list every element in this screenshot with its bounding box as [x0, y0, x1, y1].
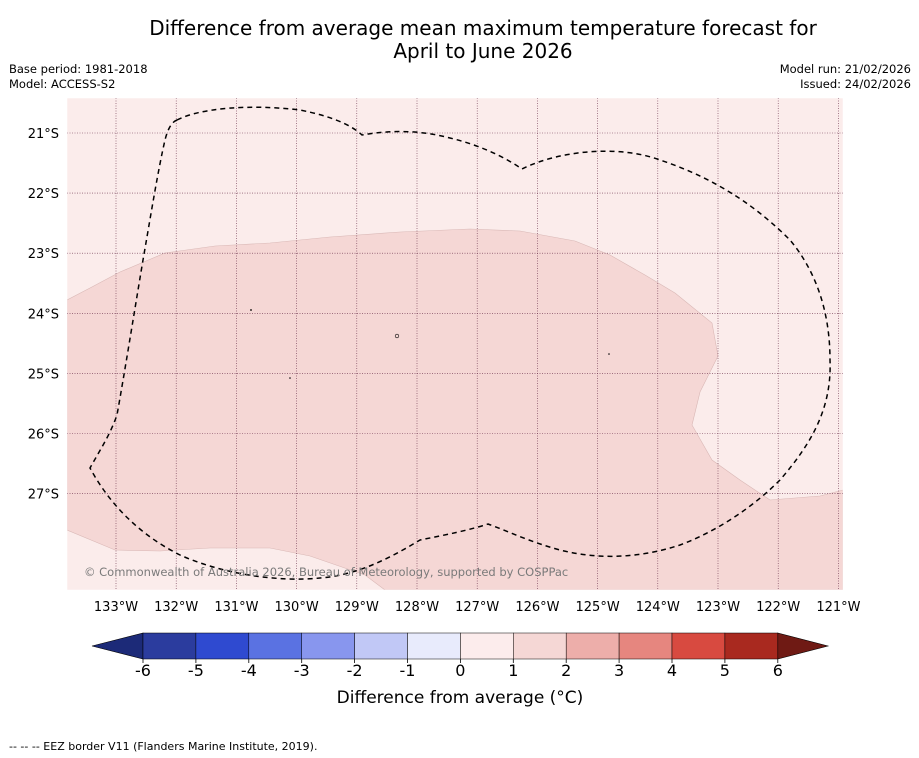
longitude-label: 133°W — [94, 600, 138, 615]
colorbar-swatch — [407, 632, 461, 660]
colorbar-tick-label: -3 — [294, 661, 310, 680]
issued-text: Issued: 24/02/2026 — [800, 77, 911, 91]
eez-footnote: -- -- -- EEZ border V11 (Flanders Marine… — [9, 740, 318, 753]
meta-right: Model run: 21/02/2026 Issued: 24/02/2026 — [780, 62, 911, 92]
colorbar-swatch — [248, 632, 302, 660]
latitude-label: 27°S — [28, 488, 59, 503]
colorbar-swatch — [142, 632, 197, 660]
latitude-labels: 21°S 22°S 23°S 24°S 25°S 26°S 27°S — [28, 127, 59, 503]
latitude-label: 25°S — [28, 367, 59, 382]
colorbar-extend-low — [91, 632, 144, 660]
colorbar-swatch — [460, 632, 514, 660]
latitude-label: 22°S — [28, 187, 59, 202]
latitude-label: 23°S — [28, 247, 59, 262]
longitude-label: 126°W — [515, 600, 559, 615]
map-frame — [66, 97, 844, 591]
colorbar: -6 -5 -4 -3 -2 -1 0 1 2 3 4 5 6 — [91, 632, 830, 680]
eez-border-line — [89, 106, 831, 580]
colorbar-tick-label: 2 — [561, 661, 571, 680]
colorbar-tick-label: 1 — [508, 661, 518, 680]
longitude-label: 122°W — [756, 600, 800, 615]
longitude-label: 124°W — [636, 600, 680, 615]
colorbar-tick-label: -1 — [400, 661, 416, 680]
model-run-text: Model run: 21/02/2026 — [779, 62, 911, 76]
colorbar-label: Difference from average (°C) — [336, 688, 584, 708]
longitude-label: 131°W — [214, 600, 258, 615]
chart-title-line2: April to June 2026 — [393, 39, 573, 63]
island-mark — [394, 333, 400, 339]
colorbar-tick-label: 5 — [720, 661, 730, 680]
longitude-label: 125°W — [576, 600, 620, 615]
copyright-credit: © Commonwealth of Australia 2026, Bureau… — [84, 565, 569, 579]
chart-title-line1: Difference from average mean maximum tem… — [149, 16, 817, 40]
base-period-text: Base period: 1981-2018 — [9, 62, 148, 76]
colorbar-tick-label: -5 — [188, 661, 204, 680]
latitude-label: 24°S — [28, 307, 59, 322]
island-mark — [608, 353, 610, 355]
colorbar-tick-label: 0 — [455, 661, 465, 680]
colorbar-tick-label: -4 — [241, 661, 257, 680]
colorbar-tick-label: 4 — [667, 661, 677, 680]
latitude-label: 21°S — [28, 127, 59, 142]
latitude-label: 26°S — [28, 428, 59, 443]
longitude-label: 127°W — [455, 600, 499, 615]
island-mark — [289, 377, 291, 379]
colorbar-tick-label: 3 — [614, 661, 624, 680]
colorbar-swatch — [195, 632, 250, 660]
colorbar-swatch — [354, 632, 408, 660]
colorbar-extend-high — [777, 632, 830, 660]
colorbar-swatch — [513, 632, 567, 660]
longitude-label: 129°W — [335, 600, 379, 615]
colorbar-tick-label: -2 — [347, 661, 363, 680]
longitude-label: 121°W — [816, 600, 860, 615]
colorbar-swatch — [724, 632, 779, 660]
colorbar-swatch — [565, 632, 620, 660]
model-text: Model: ACCESS-S2 — [9, 77, 116, 91]
colorbar-tick-label: -6 — [135, 661, 151, 680]
longitude-label: 128°W — [395, 600, 439, 615]
longitude-label: 132°W — [154, 600, 198, 615]
island-mark — [250, 309, 252, 311]
colorbar-swatch — [618, 632, 673, 660]
chart-title: Difference from average mean maximum tem… — [0, 17, 919, 63]
gridlines — [67, 98, 843, 590]
meta-left: Base period: 1981-2018 Model: ACCESS-S2 — [9, 62, 148, 92]
longitude-label: 123°W — [696, 600, 740, 615]
colorbar-swatch — [671, 632, 726, 660]
longitude-labels: 133°W 132°W 131°W 130°W 129°W 128°W 127°W 126°W… — [94, 600, 861, 615]
colorbar-tick-label: 6 — [773, 661, 783, 680]
longitude-label: 130°W — [275, 600, 319, 615]
anomaly-band-1-2 — [67, 228, 843, 590]
colorbar-swatch — [301, 632, 355, 660]
